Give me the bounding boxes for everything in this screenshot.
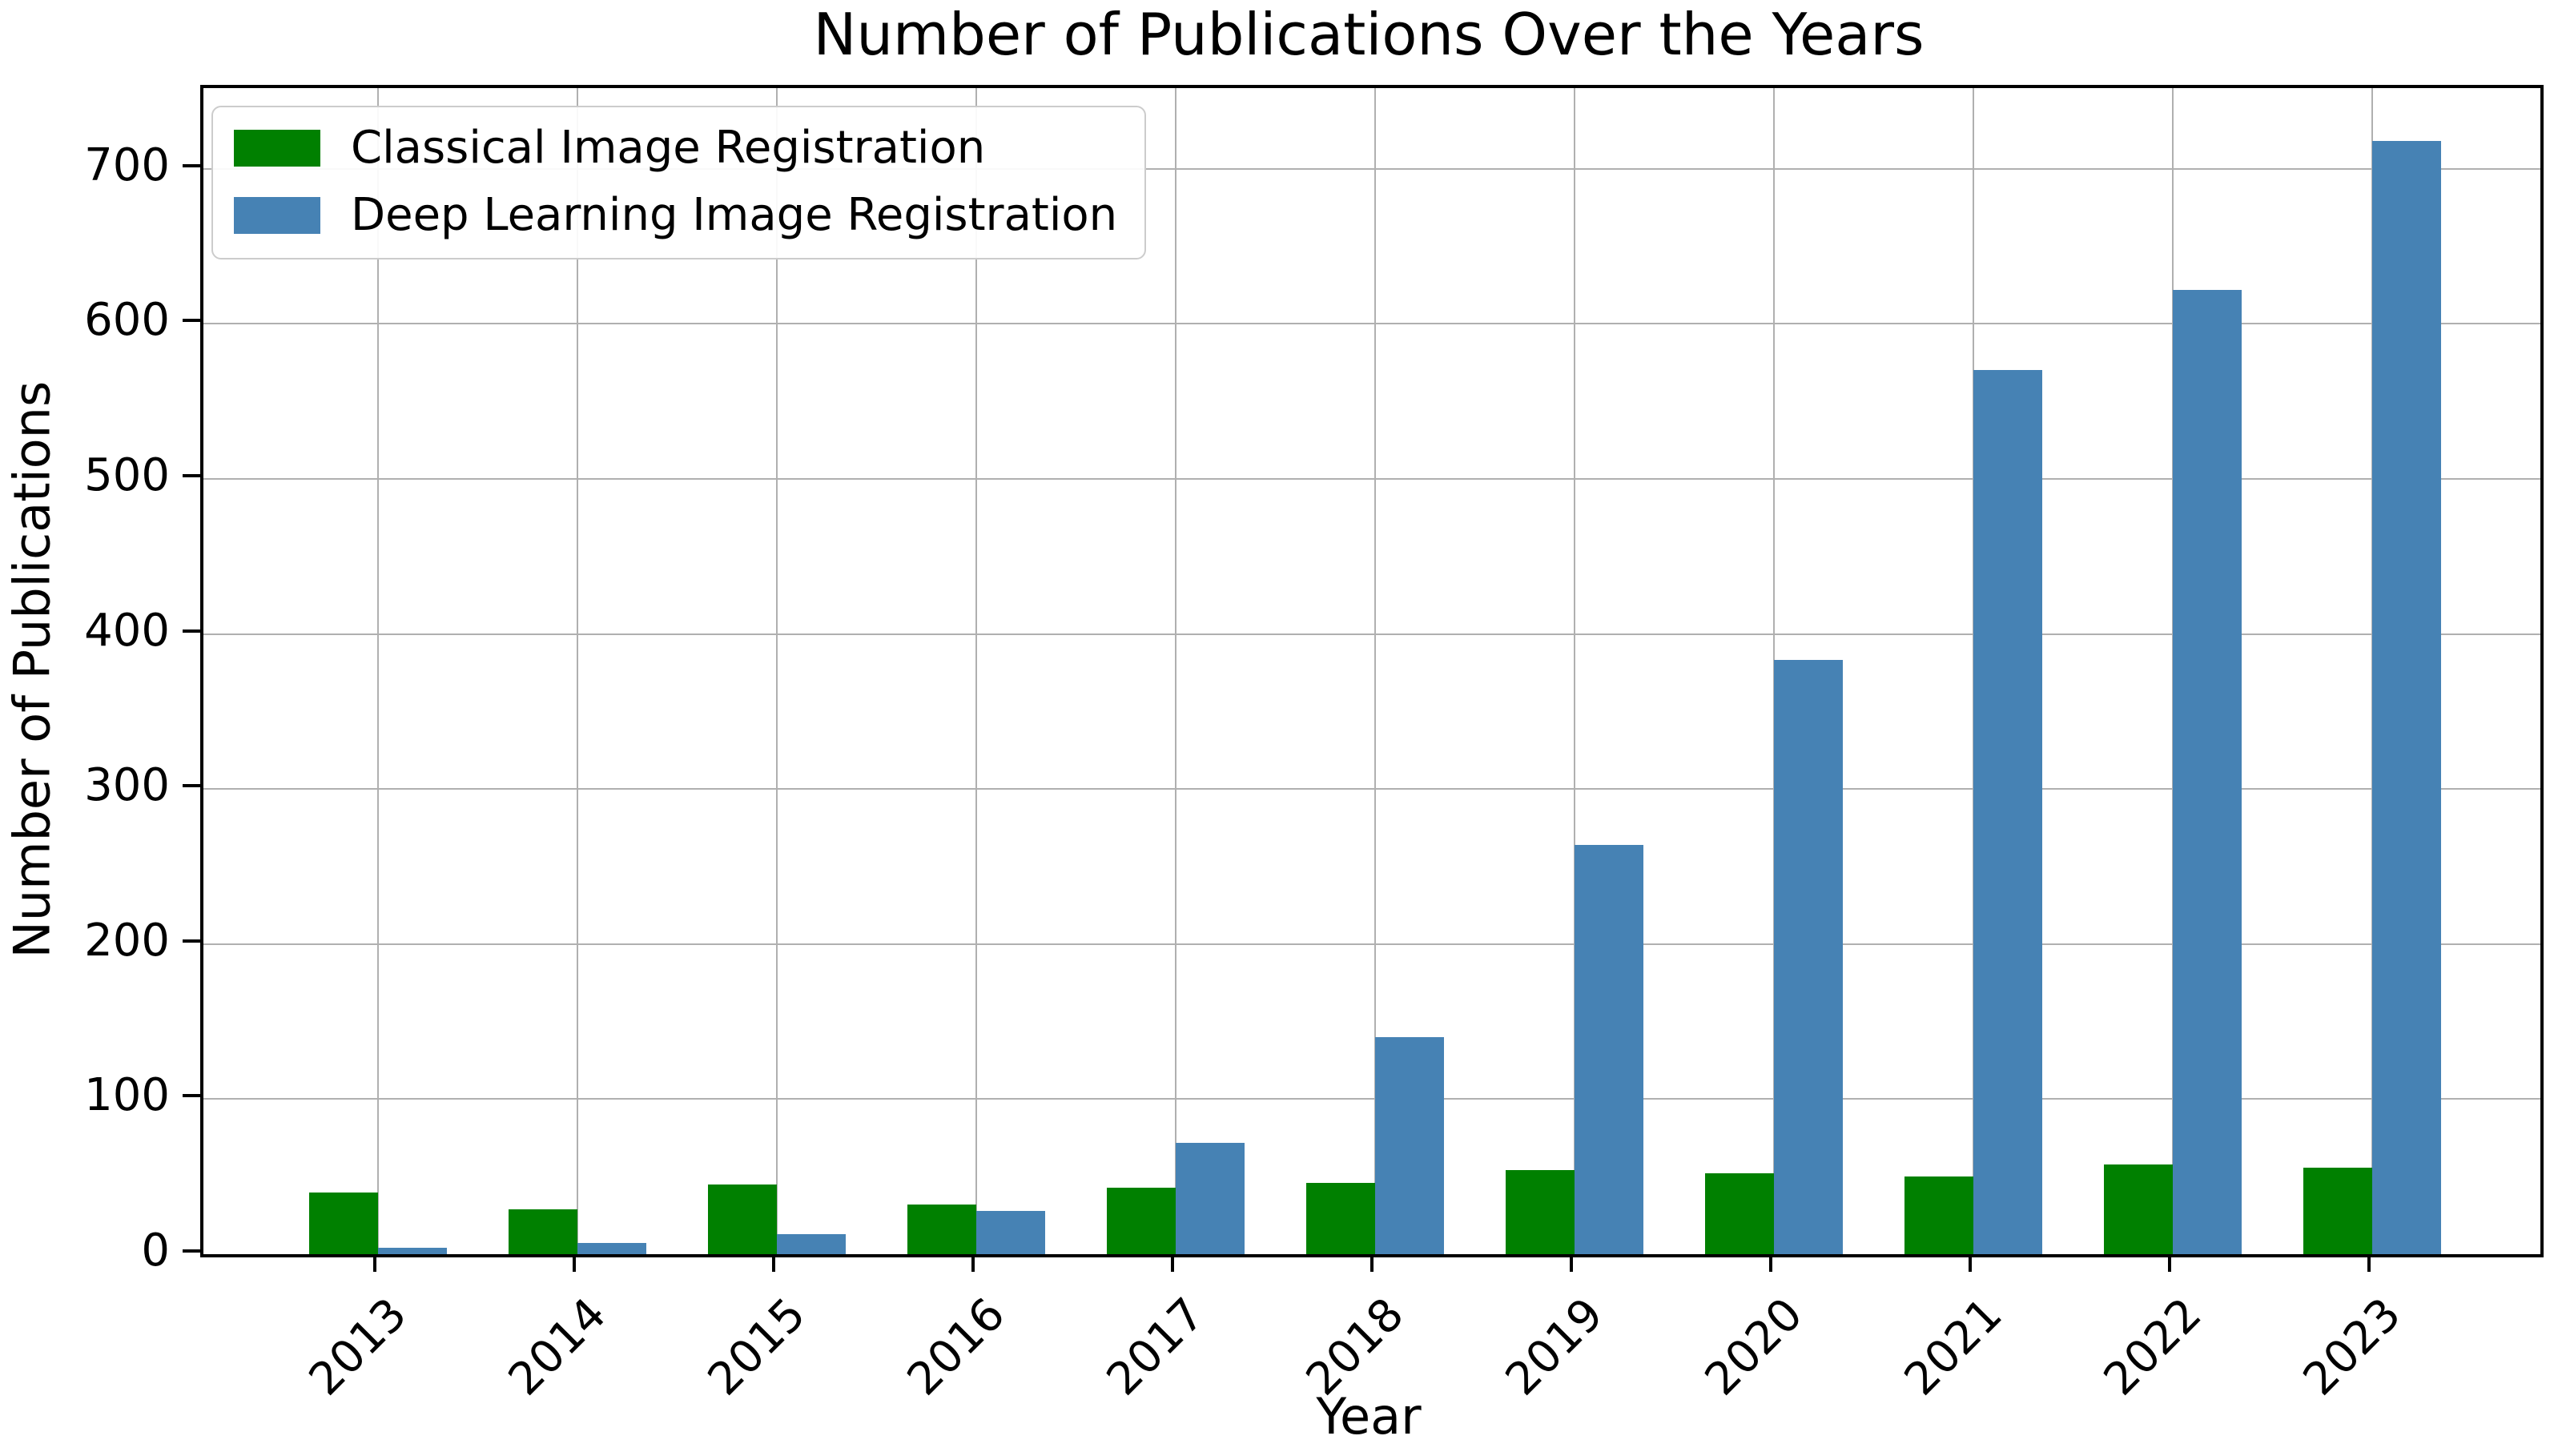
- gridline-x-2019: [1574, 88, 1575, 1254]
- x-tick-mark-2015: [772, 1254, 775, 1272]
- bar-deep-learning-2018: [1375, 1036, 1444, 1254]
- y-tick-mark-300: [183, 784, 200, 788]
- legend-label-deep-learning: Deep Learning Image Registration: [351, 189, 1118, 241]
- gridline-x-2018: [1374, 88, 1376, 1254]
- bar-deep-learning-2016: [976, 1210, 1045, 1254]
- bar-deep-learning-2013: [378, 1248, 447, 1254]
- x-tick-mark-2019: [1570, 1254, 1573, 1272]
- bar-classical-2017: [1107, 1187, 1176, 1254]
- x-axis-label: Year: [1316, 1387, 1422, 1446]
- x-tick-mark-2013: [373, 1254, 376, 1272]
- bar-deep-learning-2015: [777, 1233, 846, 1254]
- y-tick-mark-500: [183, 473, 200, 477]
- legend-item-deep-learning: Deep Learning Image Registration: [234, 191, 1117, 240]
- y-tick-label-600: 600: [84, 294, 170, 347]
- gridline-y-600: [203, 323, 2540, 325]
- legend-swatch-deep-learning: [234, 197, 320, 234]
- x-tick-mark-2021: [1969, 1254, 1972, 1272]
- bar-classical-2016: [907, 1205, 976, 1254]
- bar-deep-learning-2019: [1575, 844, 1643, 1254]
- bar-classical-2018: [1306, 1182, 1375, 1254]
- y-tick-label-200: 200: [84, 914, 170, 967]
- x-tick-mark-2023: [2367, 1254, 2371, 1272]
- chart-title: Number of Publications Over the Years: [813, 1, 1925, 68]
- x-tick-mark-2020: [1769, 1254, 1772, 1272]
- gridline-x-2015: [776, 88, 778, 1254]
- y-tick-label-0: 0: [141, 1225, 170, 1277]
- bar-deep-learning-2021: [1973, 370, 2042, 1254]
- bar-classical-2020: [1705, 1173, 1774, 1254]
- y-tick-mark-700: [183, 163, 200, 167]
- y-tick-label-400: 400: [84, 604, 170, 657]
- gridline-x-2016: [975, 88, 977, 1254]
- bar-deep-learning-2022: [2173, 289, 2242, 1254]
- y-tick-label-500: 500: [84, 448, 170, 501]
- bar-classical-2023: [2303, 1167, 2372, 1254]
- bar-deep-learning-2014: [577, 1243, 646, 1254]
- gridline-y-200: [203, 943, 2540, 945]
- legend-swatch-classical: [234, 130, 320, 167]
- x-tick-mark-2018: [1370, 1254, 1374, 1272]
- gridline-y-100: [203, 1098, 2540, 1100]
- x-tick-mark-2016: [971, 1254, 975, 1272]
- bar-deep-learning-2023: [2372, 140, 2441, 1254]
- gridline-x-2017: [1175, 88, 1176, 1254]
- x-tick-mark-2017: [1171, 1254, 1174, 1272]
- gridline-x-2014: [577, 88, 578, 1254]
- y-tick-label-100: 100: [84, 1069, 170, 1122]
- bar-classical-2021: [1904, 1176, 1973, 1254]
- bar-classical-2022: [2104, 1164, 2173, 1254]
- bar-classical-2014: [509, 1209, 577, 1254]
- legend: Classical Image Registration Deep Learni…: [211, 106, 1147, 259]
- gridline-x-2013: [377, 88, 379, 1254]
- plot-area: [200, 85, 2544, 1257]
- x-tick-mark-2022: [2168, 1254, 2171, 1272]
- y-tick-mark-200: [183, 939, 200, 943]
- y-tick-mark-0: [183, 1249, 200, 1253]
- bar-classical-2015: [708, 1184, 777, 1254]
- bar-classical-2013: [309, 1192, 378, 1254]
- y-tick-label-700: 700: [84, 139, 170, 191]
- gridline-y-700: [203, 167, 2540, 170]
- gridline-y-400: [203, 633, 2540, 635]
- x-tick-mark-2014: [573, 1254, 576, 1272]
- y-tick-mark-100: [183, 1094, 200, 1098]
- y-tick-label-300: 300: [84, 759, 170, 812]
- legend-label-classical: Classical Image Registration: [351, 122, 986, 174]
- legend-item-classical: Classical Image Registration: [234, 123, 1117, 173]
- gridline-y-500: [203, 477, 2540, 480]
- y-tick-mark-600: [183, 319, 200, 323]
- bar-classical-2019: [1506, 1170, 1575, 1254]
- bar-deep-learning-2020: [1774, 660, 1843, 1254]
- gridline-y-300: [203, 788, 2540, 790]
- bar-deep-learning-2017: [1176, 1142, 1245, 1254]
- y-tick-mark-400: [183, 629, 200, 633]
